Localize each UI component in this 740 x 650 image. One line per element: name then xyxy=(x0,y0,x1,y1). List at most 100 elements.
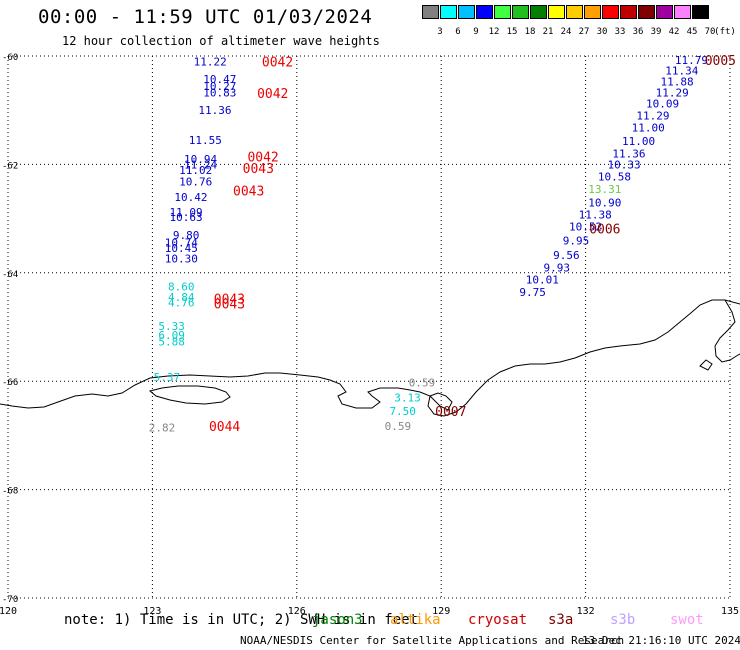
pass-number-label: 0043 xyxy=(233,184,264,199)
wave-height-label: 13.31 xyxy=(588,183,621,196)
lon-tick-label: 120 xyxy=(0,606,17,617)
colorbar-unit-label: (ft) xyxy=(714,27,736,37)
coast-east-small xyxy=(699,359,713,371)
wave-height-label: 10.94 xyxy=(184,153,217,166)
wave-height-label: 6.09 xyxy=(158,329,185,342)
wave-height-label: 9.75 xyxy=(519,286,546,299)
pass-number-label: 0042 xyxy=(257,87,288,102)
colorbar-tick-label: 33 xyxy=(614,27,626,37)
colorbar-swatch xyxy=(494,5,511,19)
wave-height-label: 11.24 xyxy=(184,158,217,171)
satellite-legend-item: jason3 xyxy=(312,612,363,628)
wave-height-label: 0.59 xyxy=(409,376,436,389)
wave-height-label: 10.33 xyxy=(608,158,641,171)
wave-height-label: 5.37 xyxy=(154,371,181,384)
wave-height-label: 10.09 xyxy=(646,98,679,111)
colorbar-tick-label: 27 xyxy=(578,27,590,37)
pass-number-label: 0043 xyxy=(214,292,245,307)
coast-inlet xyxy=(148,385,231,405)
wave-height-label: 11.34 xyxy=(665,65,698,78)
colorbar-swatch xyxy=(458,5,475,19)
wave-height-label: 0.59 xyxy=(385,420,412,433)
wave-height-label: 10.63 xyxy=(170,211,203,224)
pass-number-label: 0043 xyxy=(214,298,245,313)
colorbar-tick-label: 24 xyxy=(560,27,572,37)
colorbar-tick-label: 18 xyxy=(524,27,536,37)
lat-tick-label: -66 xyxy=(2,378,18,388)
colorbar-tick-label: 21 xyxy=(542,27,554,37)
lat-tick-label: -64 xyxy=(2,270,18,280)
coast-east xyxy=(714,299,740,363)
colorbar-swatch xyxy=(602,5,619,19)
lon-tick-label: 129 xyxy=(432,606,450,617)
pass-number-label: 0007 xyxy=(435,405,466,420)
wave-height-label: 11.00 xyxy=(622,135,655,148)
colorbar-swatch xyxy=(512,5,529,19)
wave-height-label: 10.58 xyxy=(598,170,631,183)
colorbar-swatch xyxy=(548,5,565,19)
colorbar-swatch xyxy=(692,5,709,19)
wave-height-label: 9.56 xyxy=(553,249,580,262)
colorbar: 3 6 9 12 15 18 21 24 27 30 33 36 39 42 45 70 (ft) xyxy=(422,5,736,37)
footer-credit: NOAA/NESDIS Center for Satellite Applica… xyxy=(240,634,625,647)
colorbar-swatch xyxy=(440,5,457,19)
wave-height-label: 10.30 xyxy=(165,253,198,266)
wave-height-label: 9.95 xyxy=(563,234,590,247)
colorbar-swatch xyxy=(530,5,547,19)
colorbar-tick-label: 6 xyxy=(455,27,461,37)
wave-height-label: 10.52 xyxy=(569,221,602,234)
wave-height-label: 10.83 xyxy=(203,86,236,99)
pass-number-label: 0006 xyxy=(589,222,620,237)
wave-height-label: 4.84 xyxy=(168,291,195,304)
wave-height-label: 11.88 xyxy=(660,75,693,88)
wave-height-label: 11.00 xyxy=(632,122,665,135)
pass-number-label: 0005 xyxy=(705,54,736,69)
wave-height-label: 8.60 xyxy=(168,280,195,293)
lon-tick-label: 132 xyxy=(577,606,595,617)
wave-height-label: 10.42 xyxy=(174,191,207,204)
wave-height-label: 4.76 xyxy=(168,297,195,310)
wave-height-label: 9.80 xyxy=(173,229,200,242)
colorbar-swatch xyxy=(422,5,439,19)
pass-number-labels: 0042004200420043004300430043004400050006… xyxy=(209,54,736,435)
wave-height-label: 3.13 xyxy=(394,391,421,404)
colorbar-swatch xyxy=(674,5,691,19)
wave-height-label: 5.88 xyxy=(158,336,185,349)
wave-height-label: 10.27 xyxy=(203,80,236,93)
coast-bay xyxy=(429,392,453,411)
wave-height-label: 7.50 xyxy=(389,405,416,418)
colorbar-tick-label: 9 xyxy=(473,27,479,37)
footer-timestamp: 13 Dec 21:16:10 UTC 2024 xyxy=(582,634,740,647)
colorbar-swatch xyxy=(566,5,583,19)
pass-number-label: 0042 xyxy=(262,55,293,70)
wave-height-label: 11.36 xyxy=(198,104,231,117)
colorbar-tick-label: 42 xyxy=(668,27,680,37)
wave-height-label: 11.55 xyxy=(189,134,222,147)
wave-height-label: 11.38 xyxy=(579,208,612,221)
satellite-legend-item: cryosat xyxy=(468,612,528,628)
wave-height-label: 10.76 xyxy=(179,176,212,189)
antarctic-coastline xyxy=(0,299,740,417)
pass-number-label: 0043 xyxy=(243,162,274,177)
wave-height-label: 5.33 xyxy=(158,320,185,333)
map-title: 00:00 - 11:59 UTC 01/03/2024 xyxy=(38,6,373,28)
wave-height-label: 10.45 xyxy=(165,242,198,255)
colorbar-tick-label: 3 xyxy=(437,27,443,37)
lon-tick-label: 135 xyxy=(721,606,739,617)
wave-height-label: 9.93 xyxy=(543,261,570,274)
satellite-legend-item: swot xyxy=(670,612,704,628)
wave-height-label: 11.29 xyxy=(636,110,669,123)
colorbar-tick-label: 39 xyxy=(650,27,662,37)
colorbar-swatch xyxy=(476,5,493,19)
lat-tick-label: -60 xyxy=(2,53,18,63)
satellite-legend-item: s3a xyxy=(548,612,574,628)
colorbar-swatch xyxy=(638,5,655,19)
satellite-legend-item: s3b xyxy=(610,612,636,628)
wave-height-label: 11.29 xyxy=(656,86,689,99)
wave-height-label: 10.01 xyxy=(526,273,559,286)
colorbar-swatch xyxy=(656,5,673,19)
lat-tick-label: -68 xyxy=(2,487,18,497)
wave-height-label: 11.22 xyxy=(194,55,227,68)
